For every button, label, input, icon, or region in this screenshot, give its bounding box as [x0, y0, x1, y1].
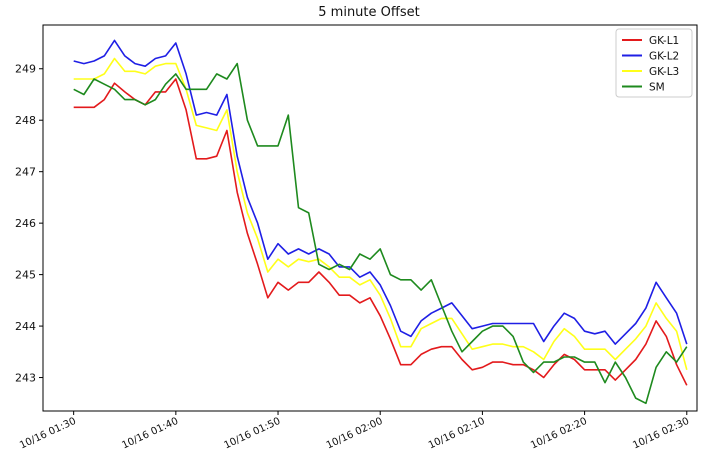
- y-tick-label: 246: [15, 217, 36, 230]
- x-tick-label: 10/16 01:40: [120, 416, 180, 452]
- x-tick-label: 10/16 02:20: [529, 416, 589, 452]
- legend-box: [615, 28, 693, 98]
- plot-frame: [42, 24, 698, 412]
- series-lines: [73, 39, 688, 405]
- legend-label: GK-L2: [649, 51, 679, 63]
- x-tick-label: 10/16 02:10: [427, 416, 487, 452]
- series-line-gk-l2: [73, 39, 688, 345]
- y-tick-label: 245: [15, 269, 36, 282]
- legend-label: SM: [649, 82, 665, 94]
- series-line-gk-l3: [73, 57, 688, 371]
- legend-label: GK-L3: [649, 66, 679, 78]
- legend-label: GK-L1: [649, 35, 679, 47]
- x-tick-label: 10/16 02:30: [631, 416, 691, 452]
- legend: GK-L1 GK-L2 GK-L3 SM: [615, 28, 693, 98]
- series-line-gk-l1: [73, 78, 688, 386]
- x-tick-label: 10/16 02:00: [325, 416, 385, 452]
- y-tick-label: 247: [15, 166, 36, 179]
- y-tick-label: 248: [15, 114, 36, 127]
- chart-title: 5 minute Offset: [318, 5, 419, 20]
- y-tick-label: 244: [15, 320, 36, 333]
- y-tick-label: 249: [15, 63, 36, 76]
- x-tick-label: 10/16 01:50: [223, 416, 283, 452]
- axis-ticks: 243 244 245 246 247 248 249 10/16 01:30 10/16 01…: [15, 63, 691, 452]
- series-line-sm: [73, 62, 688, 405]
- y-tick-label: 243: [15, 372, 36, 385]
- x-tick-label: 10/16 01:30: [18, 416, 78, 452]
